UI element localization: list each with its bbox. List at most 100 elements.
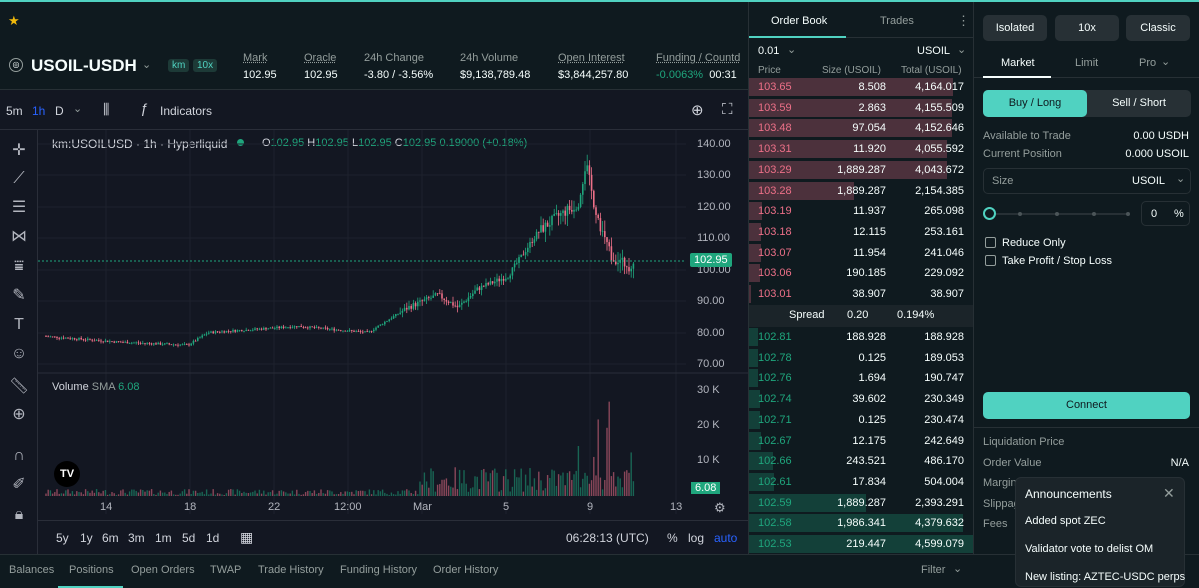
interval-5m[interactable]: 5m (6, 104, 23, 118)
tick-size-select[interactable]: 0.01 (758, 45, 780, 57)
orderbook-row[interactable]: 103.07 11.954 241.046 (749, 243, 974, 263)
tpsl-checkbox[interactable] (985, 255, 996, 266)
tick-size-chevron-icon[interactable]: ⌄ (787, 44, 797, 56)
tab-market[interactable]: Market (1001, 57, 1035, 69)
sell-short-button[interactable]: Sell / Short (1112, 97, 1166, 109)
orderbook-row[interactable]: 103.31 11.920 4,055.592 (749, 139, 974, 159)
percent-scale-toggle[interactable]: % (667, 531, 678, 545)
announcement-item[interactable]: Validator vote to delist OM (1025, 543, 1154, 555)
magnet-icon[interactable]: ∩ (13, 447, 25, 464)
orderbook-row[interactable]: 103.18 12.115 253.161 (749, 222, 974, 242)
unit-chevron-icon[interactable]: ⌄ (957, 44, 967, 56)
orderbook-row[interactable]: 102.71 0.125 230.474 (749, 410, 974, 430)
orderbook-row[interactable]: 103.65 8.508 4,164.017 (749, 77, 974, 97)
filter-chevron-icon[interactable]: ⌄ (953, 563, 963, 575)
interval-d[interactable]: D (55, 104, 64, 118)
unit-select[interactable]: USOIL (917, 45, 951, 57)
tab-order-book[interactable]: Order Book (771, 15, 828, 27)
symbol-title[interactable]: USOIL-USDH (31, 56, 137, 75)
style-button[interactable]: Classic (1126, 15, 1190, 41)
utc-clock[interactable]: 06:28:13 (UTC) (566, 531, 649, 545)
goto-date-calendar-icon[interactable]: ▦ (240, 529, 254, 545)
tab-open-orders[interactable]: Open Orders (131, 564, 195, 576)
orderbook-row[interactable]: 103.29 1,889.287 4,043.672 (749, 160, 974, 180)
orderbook-row[interactable]: 102.59 1,889.287 2,393.291 (749, 493, 974, 513)
percent-value[interactable]: 0 (1151, 208, 1158, 220)
auto-scale-toggle[interactable]: auto (714, 531, 738, 545)
orderbook-row[interactable]: 102.61 17.834 504.004 (749, 472, 974, 492)
indicators-button[interactable]: Indicators (160, 104, 213, 118)
tab-positions[interactable]: Positions (69, 564, 114, 576)
orderbook-row[interactable]: 102.53 219.447 4,599.079 (749, 534, 974, 554)
orderbook-row[interactable]: 102.81 188.928 188.928 (749, 327, 974, 347)
orderbook-row[interactable]: 102.76 1.694 190.747 (749, 368, 974, 388)
orderbook-row[interactable]: 102.78 0.125 189.053 (749, 348, 974, 368)
crosshair-icon[interactable]: ✛ (12, 142, 26, 159)
draw-lock-icon[interactable]: ✐ (12, 476, 26, 493)
horizontal-lines-icon[interactable]: ☰ (11, 199, 27, 216)
orderbook-row[interactable]: 103.19 11.937 265.098 (749, 201, 974, 221)
orderbook-row[interactable]: 102.74 39.602 230.349 (749, 389, 974, 409)
leverage-button[interactable]: 10x (1055, 15, 1119, 41)
interval-1h[interactable]: 1h (32, 104, 46, 118)
pattern-icon[interactable]: ⋈ (11, 228, 27, 245)
filter-button[interactable]: Filter (921, 564, 946, 576)
tab-twap[interactable]: TWAP (210, 564, 242, 576)
tab-order-history[interactable]: Order History (433, 564, 499, 576)
range-1m[interactable]: 1m (155, 531, 172, 545)
orderbook-row[interactable]: 102.58 1,986.341 4,379.632 (749, 513, 974, 533)
orderbook-row[interactable]: 102.67 12.175 242.649 (749, 431, 974, 451)
orderbook-row[interactable]: 103.01 38.907 38.907 (749, 284, 974, 304)
buy-long-button[interactable]: Buy / Long (983, 90, 1087, 117)
orderbook-row[interactable]: 103.28 1,889.287 2,154.385 (749, 181, 974, 201)
chart-settings-gear-icon[interactable]: ⚙ (714, 500, 726, 515)
margin-mode-button[interactable]: Isolated (983, 15, 1047, 41)
trend-line-icon[interactable]: ⟋ (13, 170, 25, 187)
fib-icon[interactable]: ⩸ (14, 258, 24, 275)
ruler-icon[interactable]: 📏︎ (8, 378, 30, 395)
more-options-icon[interactable]: ⋮ (957, 13, 970, 28)
percent-input[interactable]: 0 % (1141, 201, 1190, 226)
text-icon[interactable]: T (14, 316, 24, 333)
zoom-in-icon[interactable]: ⊕ (12, 406, 26, 423)
symbol-dropdown-chevron-icon[interactable]: ⌄ (142, 59, 152, 71)
orderbook-row[interactable]: 103.59 2.863 4,155.509 (749, 98, 974, 118)
log-scale-toggle[interactable]: log (688, 531, 705, 545)
fullscreen-icon[interactable]: ⛶ (722, 101, 733, 118)
close-icon[interactable]: ✕ (1163, 485, 1175, 501)
size-unit[interactable]: USOIL (1132, 175, 1166, 187)
range-5d[interactable]: 5d (182, 531, 196, 545)
orderbook-row[interactable]: 102.66 243.521 486.170 (749, 451, 974, 471)
indicators-fx-icon[interactable]: ƒ (140, 100, 148, 116)
range-6m[interactable]: 6m (102, 531, 119, 545)
favorite-star-icon[interactable]: ★ (8, 13, 20, 28)
connect-button[interactable]: Connect (983, 392, 1190, 419)
tab-pro[interactable]: Pro (1139, 57, 1157, 69)
reduce-only-checkbox[interactable] (985, 237, 996, 248)
lock-icon[interactable]: 🔒︎ (14, 506, 24, 523)
tab-trades[interactable]: Trades (880, 15, 914, 27)
tab-balances[interactable]: Balances (9, 564, 55, 576)
candles-svg[interactable] (38, 130, 748, 514)
pro-chevron-icon[interactable]: ⌄ (1161, 56, 1171, 68)
orderbook-row[interactable]: 103.06 190.185 229.092 (749, 263, 974, 283)
size-slider[interactable] (983, 205, 1133, 223)
range-1y[interactable]: 1y (80, 531, 93, 545)
emoji-icon[interactable]: ☺ (10, 345, 28, 362)
screenshot-icon[interactable]: ⊕ (691, 102, 704, 119)
tab-trade-history[interactable]: Trade History (258, 564, 324, 576)
tab-limit[interactable]: Limit (1075, 57, 1099, 69)
tab-funding-history[interactable]: Funding History (340, 564, 418, 576)
tpsl-label[interactable]: Take Profit / Stop Loss (1002, 255, 1113, 267)
slider-handle[interactable] (983, 207, 996, 220)
range-5y[interactable]: 5y (56, 531, 69, 545)
announcement-item[interactable]: Added spot ZEC (1025, 515, 1106, 527)
size-input[interactable]: Size USOIL ⌄ (983, 168, 1191, 194)
brush-icon[interactable]: ✎ (12, 287, 26, 304)
interval-dropdown-chevron-icon[interactable]: ⌄ (73, 103, 83, 115)
reduce-only-label[interactable]: Reduce Only (1002, 237, 1066, 249)
announcement-item[interactable]: New listing: AZTEC-USDC perps (1025, 571, 1186, 583)
candle-type-icon[interactable]: ⫼ (103, 101, 110, 117)
orderbook-row[interactable]: 103.48 97.054 4,152.646 (749, 118, 974, 138)
range-3m[interactable]: 3m (128, 531, 145, 545)
